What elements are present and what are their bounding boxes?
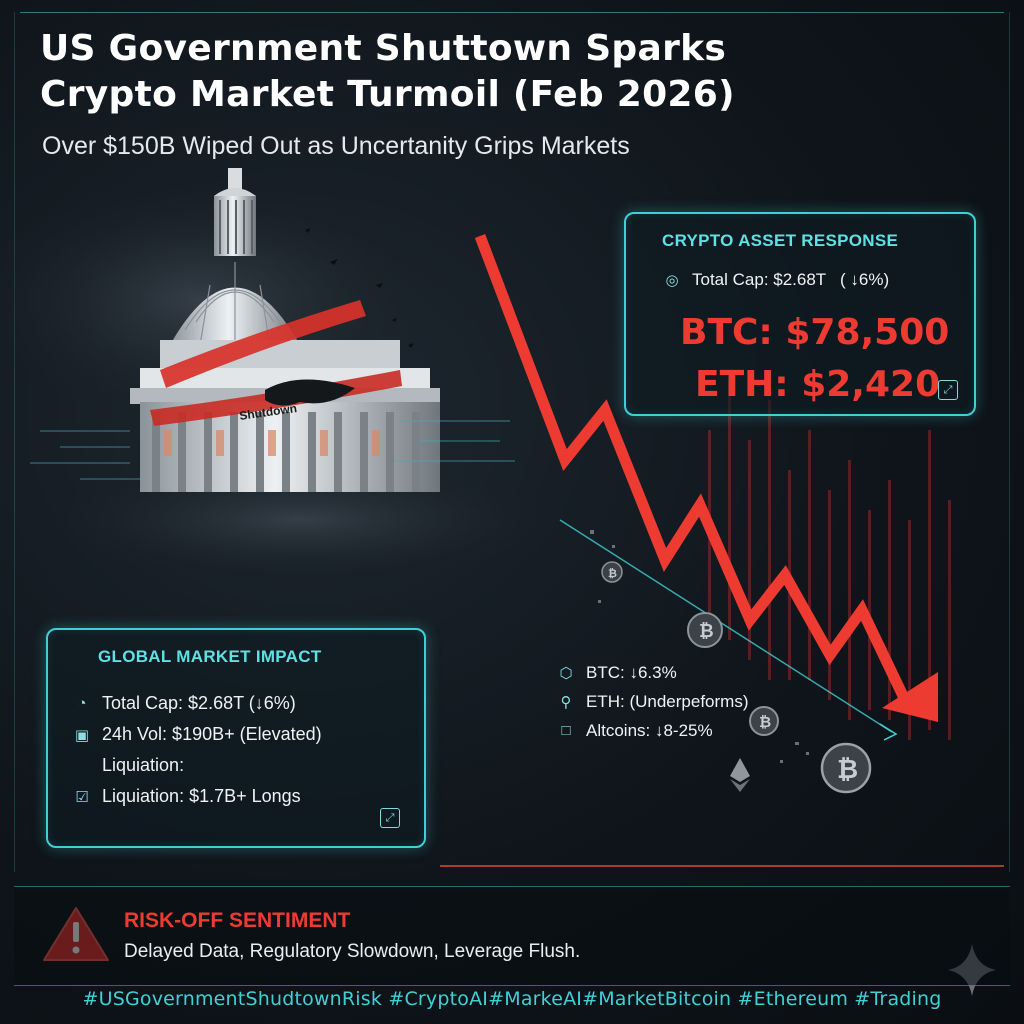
global-row: Liquiation: xyxy=(74,750,322,781)
calendar-icon: ▣ xyxy=(74,726,90,744)
global-market-impact-panel: GLOBAL MARKET IMPACT ◔ Total Cap: $2.68T… xyxy=(46,628,426,848)
trend-line-arrow xyxy=(879,723,898,741)
bitcoin-coin-icon: ₿ xyxy=(820,742,872,794)
coin-impact-list: ⬡ BTC: ↓6.3% ⚲ ETH: (Underpeforms) □ Alt… xyxy=(558,658,748,745)
global-row-text: 24h Vol: $190B+ (Elevated) xyxy=(102,724,322,744)
title-line-1: US Government Shuttown Sparks xyxy=(40,28,727,69)
global-row-text: Liquiation: $1.7B+ Longs xyxy=(102,786,301,806)
coin-impact-text: Altcoins: ↓8-25% xyxy=(586,720,713,740)
gauge-icon: ◎ xyxy=(665,272,679,289)
capitol-dome-illustration: Shutdown xyxy=(130,168,440,492)
data-streaks xyxy=(30,420,515,480)
trend-line xyxy=(559,519,893,733)
svg-text:₿: ₿ xyxy=(608,568,617,580)
bitcoin-coin-icon: ₿ xyxy=(687,612,723,648)
volume-bars xyxy=(708,380,951,740)
ethereum-coin-icon xyxy=(730,758,750,792)
expand-icon[interactable]: ⤢ xyxy=(380,808,400,828)
frame-right-line xyxy=(1009,12,1010,872)
square-icon: □ xyxy=(561,722,571,739)
birds-decoration xyxy=(305,228,414,348)
svg-text:₿: ₿ xyxy=(699,621,714,641)
asset-total-cap-row: ◎ Total Cap: $2.68T ( ↓6%) xyxy=(664,270,889,290)
global-panel-title: GLOBAL MARKET IMPACT xyxy=(98,647,322,666)
global-row: ☑ Liquiation: $1.7B+ Longs xyxy=(74,781,322,812)
risk-description: Delayed Data, Regulatory Slowdown, Lever… xyxy=(124,941,581,962)
page-title: US Government Shuttown Sparks Crypto Mar… xyxy=(40,26,735,118)
coin-impact-text: BTC: ↓6.3% xyxy=(586,662,677,682)
coin-impact-row: ⚲ ETH: (Underpeforms) xyxy=(558,687,749,716)
coin-impact-row: ⬡ BTC: ↓6.3% xyxy=(558,658,748,687)
crypto-asset-response-panel: CRYPTO ASSET RESPONSE ◎ Total Cap: $2.68… xyxy=(624,212,976,416)
coin-impact-text: ETH: (Underpeforms) xyxy=(586,691,749,711)
asset-total-cap: Total Cap: $2.68T ( ↓6%) xyxy=(692,270,890,289)
checkbox-icon: ☑ xyxy=(75,788,89,806)
pin-icon: ⚲ xyxy=(560,693,572,711)
global-row: ▣ 24h Vol: $190B+ (Elevated) xyxy=(74,719,322,750)
eth-price: ETH: $2,420 xyxy=(695,364,941,405)
title-line-2: Crypto Market Turmoil (Feb 2026) xyxy=(40,74,735,115)
page-subtitle: Over $150B Wiped Out as Uncertanity Grip… xyxy=(42,132,630,160)
global-row-text: Liquiation: xyxy=(102,755,185,775)
debris-particles xyxy=(590,530,809,763)
global-row: ◔ Total Cap: $2.68T (↓6%) xyxy=(74,688,322,719)
svg-text:₿: ₿ xyxy=(837,754,858,784)
gauge-icon: ◔ xyxy=(77,695,87,712)
btc-price: BTC: $78,500 xyxy=(680,312,950,353)
asset-panel-title: CRYPTO ASSET RESPONSE xyxy=(662,231,899,250)
frame-left-line xyxy=(14,12,15,872)
bitcoin-coin-icon: ₿ xyxy=(601,561,623,583)
hexagon-icon: ⬡ xyxy=(559,664,573,682)
global-row-text: Total Cap: $2.68T (↓6%) xyxy=(102,693,296,713)
svg-text:₿: ₿ xyxy=(759,714,771,731)
bitcoin-coin-icon: ₿ xyxy=(749,706,779,736)
price-crash-arrowhead xyxy=(882,672,938,722)
expand-icon[interactable]: ⤢ xyxy=(938,380,958,400)
hashtags: #USGovernmentShudtownRisk #CryptoAI#Mark… xyxy=(82,988,942,1010)
price-crash-arrow xyxy=(474,234,910,703)
coin-impact-row: □ Altcoins: ↓8-25% xyxy=(558,716,748,745)
frame-top-line xyxy=(20,12,1004,13)
risk-off-banner: RISK-OFF SENTIMENT Delayed Data, Regulat… xyxy=(14,886,1010,986)
risk-title: RISK-OFF SENTIMENT xyxy=(124,909,351,932)
